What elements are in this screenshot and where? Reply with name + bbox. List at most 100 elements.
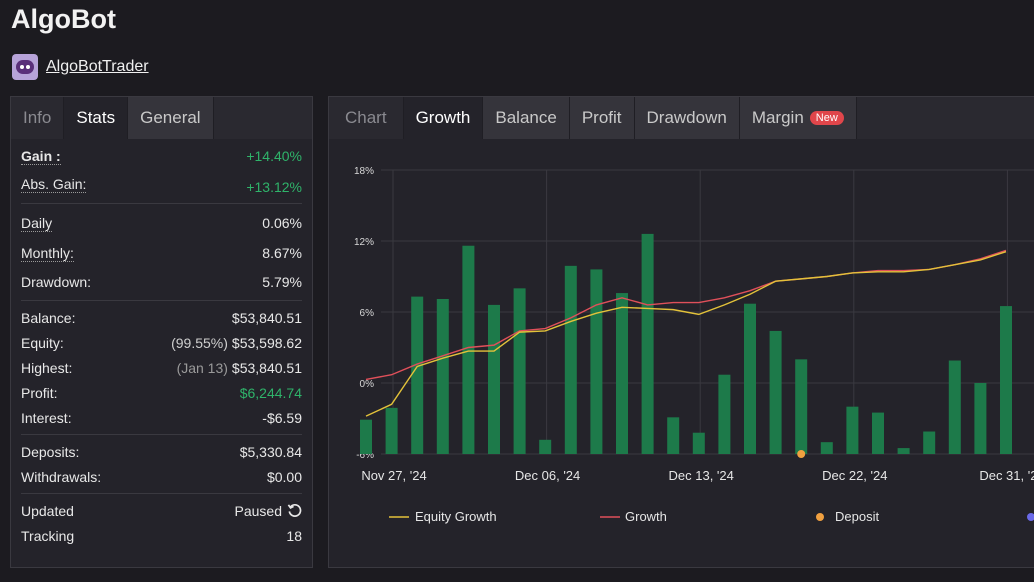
stat-label: Highest: [21,359,73,376]
legend-label-equity: Equity Growth [415,509,497,524]
bar [846,406,859,454]
stat-value: 5.79% [262,274,302,290]
bar [718,374,731,454]
tab-info[interactable]: Info [11,97,65,139]
x-tick-label: Dec 22, '24 [822,468,887,483]
bar [667,417,680,454]
y-tick-label: 0% [360,379,375,390]
app-title: AlgoBot [11,4,116,34]
stat-value: (Jan 13) $53,840.51 [177,360,302,376]
stat-label[interactable]: Daily [21,214,53,232]
stat-label[interactable]: Gain : [21,147,61,165]
divider [21,203,302,204]
x-tick-label: Dec 06, '24 [515,468,580,483]
bar [513,288,526,454]
bar [360,419,372,454]
stat-interest: Interest: -$6.59 [21,405,302,430]
tab-stats[interactable]: Stats [64,97,129,139]
stat-value: -$6.59 [262,409,302,426]
divider [21,300,302,301]
y-tick-label: 6% [360,308,375,319]
stat-value: 8.67% [262,245,302,261]
bar [897,448,910,454]
chart-tabs: Chart Growth Balance Profit Drawdown Mar… [329,97,1034,139]
bar [488,304,500,454]
stat-value: (99.55%) $53,598.62 [171,335,302,351]
tab-balance[interactable]: Balance [483,97,570,139]
bar [769,330,782,454]
stat-label: Interest: [21,409,72,426]
growth-chart[interactable]: 18% 12% 6% 0% -6% Nov 27, '24 Dec 06, '24 Dec 1… [329,139,1034,567]
stat-balance: Balance: $53,840.51 [21,305,302,330]
stat-value: +14.40% [246,148,302,164]
bar [872,412,884,454]
bar [744,303,756,454]
refresh-icon[interactable] [287,503,302,518]
tab-growth[interactable]: Growth [403,97,484,139]
y-tick-label: -6% [356,450,374,461]
stat-label[interactable]: Abs. Gain: [21,175,87,193]
stat-value: 0.06% [262,215,302,231]
tab-drawdown[interactable]: Drawdown [634,97,740,139]
tab-chart[interactable]: Chart [329,97,404,139]
chart-panel: Chart Growth Balance Profit Drawdown Mar… [328,96,1034,568]
tab-profit[interactable]: Profit [569,97,635,139]
bar [564,265,577,454]
bar [974,383,987,454]
stat-label: Updated [21,502,74,519]
robot-icon [16,60,34,74]
stat-label: Balance: [21,309,76,326]
stat-label[interactable]: Monthly: [21,244,74,262]
bar [641,233,654,454]
divider [21,434,302,435]
bar [411,296,424,454]
equity-amount: $53,598.62 [231,334,302,351]
x-tick-label: Dec 13, '24 [669,468,734,483]
highest-date: (Jan 13) [176,359,228,376]
bar [795,359,808,454]
y-tick-label: 12% [354,237,374,248]
stat-label: Deposits: [21,443,80,460]
stat-value: $6,244.74 [239,384,302,401]
bar [462,245,475,454]
growth-line [365,249,1007,381]
bar [590,269,603,454]
equity-growth-line [365,250,1007,417]
bar [923,431,936,454]
stat-updated: Updated Paused [21,498,302,523]
stat-value: $0.00 [266,468,302,485]
tab-margin-label: Margin [751,108,804,127]
stat-value: $53,840.51 [231,309,302,326]
deposit-marker [797,450,806,458]
stat-monthly: Monthly: 8.67% [21,238,302,268]
stat-equity: Equity: (99.55%) $53,598.62 [21,330,302,355]
highest-amount: $53,840.51 [231,359,302,376]
username-link[interactable]: AlgoBotTrader [46,58,149,75]
tab-margin[interactable]: Margin New [739,97,857,139]
legend-swatch-more [1027,513,1034,521]
avatar [12,54,38,80]
stats-tabs: Info Stats General [11,97,312,139]
bar [436,298,449,454]
user-link[interactable]: AlgoBotTrader [12,54,149,80]
stats-panel: Info Stats General Gain : +14.40% Abs. G… [10,96,313,568]
bar [385,407,398,454]
stat-deposits: Deposits: $5,330.84 [21,439,302,464]
stat-drawdown: Drawdown: 5.79% [21,268,302,296]
stat-withdrawals: Withdrawals: $0.00 [21,464,302,489]
tab-general[interactable]: General [128,97,214,139]
bar [539,439,552,454]
equity-percent: (99.55%) [171,334,228,351]
bar [692,432,705,454]
legend-label-growth: Growth [625,509,667,524]
stat-value: +13.12% [246,179,302,195]
stat-value: Paused [235,503,302,519]
stat-value: $5,330.84 [239,443,302,460]
stat-gain: Gain : +14.40% [21,143,302,169]
stat-label: Withdrawals: [21,468,102,485]
stat-label: Drawdown: [21,274,92,290]
y-tick-label: 18% [354,166,374,177]
x-tick-label: Dec 31, '2 [979,468,1034,483]
stats-list: Gain : +14.40% Abs. Gain: +13.12% Daily … [11,139,312,548]
bar [820,442,833,454]
